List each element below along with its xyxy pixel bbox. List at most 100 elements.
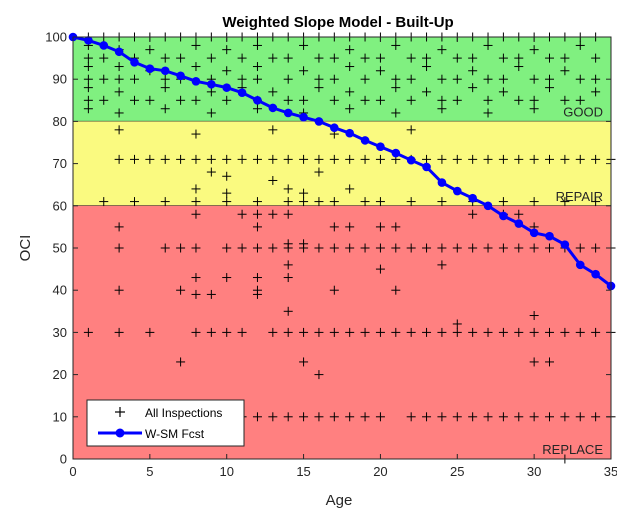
inspection-point (299, 66, 309, 76)
inspection-point (422, 327, 432, 337)
inspection-point (160, 154, 170, 164)
y-tick-label: 20 (53, 367, 67, 382)
inspection-point (575, 95, 585, 105)
inspection-point (345, 45, 355, 55)
inspection-point (452, 327, 462, 337)
inspection-point (545, 154, 555, 164)
inspection-point (375, 243, 385, 253)
inspection-point (83, 95, 93, 105)
inspection-point (483, 327, 493, 337)
forecast-point (483, 201, 493, 211)
inspection-point (160, 104, 170, 114)
inspection-point (375, 154, 385, 164)
inspection-point (314, 83, 324, 93)
inspection-point (176, 154, 186, 164)
inspection-point (176, 285, 186, 295)
inspection-point (468, 209, 478, 219)
inspection-point (452, 95, 462, 105)
inspection-point (360, 74, 370, 84)
forecast-point (253, 96, 262, 105)
inspection-point (575, 74, 585, 84)
inspection-point (391, 74, 401, 84)
inspection-point (283, 95, 293, 105)
inspection-point (591, 53, 601, 63)
inspection-point (406, 243, 416, 253)
band-label-replace: REPLACE (542, 442, 603, 457)
inspection-point (222, 154, 232, 164)
forecast-point (299, 112, 308, 122)
inspection-point (498, 197, 508, 207)
inspection-point (283, 209, 293, 219)
inspection-point (360, 53, 370, 63)
inspection-point (268, 87, 278, 97)
inspection-point (329, 327, 339, 337)
inspection-point (483, 412, 493, 422)
inspection-point (114, 285, 124, 295)
inspection-point (206, 87, 216, 97)
inspection-point (437, 154, 447, 164)
inspection-point (391, 243, 401, 253)
inspection-point (483, 108, 493, 118)
inspection-point (560, 197, 570, 207)
inspection-point (406, 74, 416, 84)
inspection-point (498, 87, 508, 97)
inspection-point (452, 319, 462, 329)
legend-marker-plus (115, 407, 125, 417)
inspection-point (591, 327, 601, 337)
inspection-point (252, 209, 262, 219)
inspection-point (145, 45, 155, 55)
inspection-point (529, 243, 539, 253)
inspection-point (129, 95, 139, 105)
inspection-point (329, 243, 339, 253)
inspection-point (252, 74, 262, 84)
inspection-point (375, 53, 385, 63)
inspection-point (114, 125, 124, 135)
inspection-point (575, 40, 585, 50)
inspection-point (191, 129, 201, 139)
forecast-point (560, 240, 570, 249)
inspection-point (299, 40, 309, 50)
inspection-point (222, 66, 232, 76)
inspection-point (514, 412, 524, 422)
inspection-point (591, 87, 601, 97)
inspection-point (468, 154, 478, 164)
inspection-point (545, 357, 555, 367)
inspection-point (99, 197, 109, 207)
inspection-point (329, 74, 339, 84)
legend: All Inspections W-SM Fcst (86, 399, 245, 447)
inspection-point (498, 412, 508, 422)
legend-label-inspections: All Inspections (145, 406, 222, 420)
inspection-point (375, 412, 385, 422)
inspection-point (283, 243, 293, 253)
inspection-point (237, 154, 247, 164)
inspection-point (468, 243, 478, 253)
forecast-point (391, 148, 401, 158)
inspection-point (452, 53, 462, 63)
y-tick-label: 80 (53, 114, 67, 129)
inspection-point (83, 62, 93, 72)
inspection-point (545, 83, 555, 93)
inspection-point (498, 74, 508, 84)
inspection-point (268, 243, 278, 253)
x-tick-label: 30 (527, 464, 541, 479)
inspection-point (283, 306, 293, 316)
inspection-point (252, 243, 262, 253)
inspection-point (129, 154, 139, 164)
inspection-point (206, 154, 216, 164)
forecast-layer (68, 32, 616, 291)
forecast-point (468, 193, 477, 203)
inspection-point (299, 95, 309, 105)
inspection-point (191, 289, 201, 299)
forecast-point (514, 219, 524, 228)
forecast-point (422, 162, 431, 172)
inspection-point (514, 327, 524, 337)
inspection-point (329, 222, 339, 232)
inspection-point (160, 83, 170, 93)
inspection-point (483, 74, 493, 84)
inspection-point (99, 95, 109, 105)
inspection-point (360, 197, 370, 207)
inspection-point (237, 243, 247, 253)
inspection-point (299, 357, 309, 367)
